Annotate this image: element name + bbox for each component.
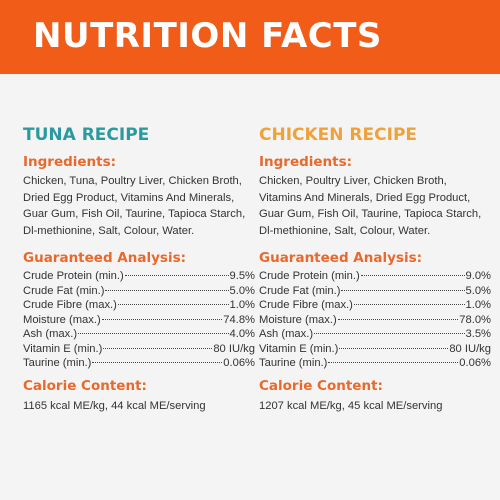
analysis-label: Crude Protein (min.) [259, 270, 360, 282]
chicken-calorie-heading: Calorie Content: [259, 377, 383, 394]
dot-leader [341, 289, 465, 291]
tuna-calorie-heading: Calorie Content: [23, 377, 147, 394]
dot-leader [92, 362, 223, 363]
analysis-label: Moisture (max.) [259, 313, 337, 326]
analysis-value: 3.5% [465, 328, 492, 340]
analysis-value: 9.5% [229, 270, 256, 282]
analysis-label: Taurine (min.) [259, 357, 328, 369]
tuna-ingredients-text: Chicken, Tuna, Poultry Liver, Chicken Br… [23, 175, 246, 237]
analysis-value: 80 IU/kg [213, 342, 255, 355]
dot-leader [124, 275, 229, 276]
analysis-row: Crude Protein (min.) 9.0% [259, 269, 491, 284]
dot-leader [339, 347, 449, 349]
analysis-value: 1.0% [465, 299, 492, 311]
analysis-label: Ash (max.) [23, 328, 78, 340]
dot-leader [360, 275, 465, 276]
analysis-row: Taurine (min.) 0.06% [259, 356, 491, 371]
analysis-value: 1.0% [229, 299, 256, 311]
chicken-analysis-table: Crude Protein (min.) 9.0% Crude Fat (min.… [259, 269, 491, 371]
analysis-label: Crude Fibre (max.) [23, 299, 117, 311]
analysis-row: Crude Protein (min.) 9.5% [23, 269, 255, 284]
analysis-value: 5.0% [229, 284, 256, 297]
analysis-label: Crude Fibre (max.) [259, 299, 353, 311]
analysis-value: 74.8% [223, 313, 255, 326]
chicken-analysis-heading: Guaranteed Analysis: [259, 250, 423, 266]
dot-leader [328, 362, 459, 363]
analysis-value: 9.0% [465, 270, 492, 282]
analysis-row: Vitamin E (min.) 80 IU/kg [23, 342, 255, 357]
header-banner: NUTRITION FACTS [0, 0, 500, 74]
analysis-label: Taurine (min.) [23, 357, 92, 369]
chicken-recipe-title: CHICKEN RECIPE [259, 125, 418, 145]
chicken-ingredients-text: Chicken, Poultry Liver, Chicken Broth, V… [259, 175, 482, 237]
tuna-analysis-heading: Guaranteed Analysis: [23, 250, 187, 266]
analysis-label: Vitamin E (min.) [23, 342, 103, 355]
analysis-label: Crude Fat (min.) [23, 284, 105, 297]
analysis-value: 0.06% [459, 357, 491, 369]
analysis-row: Moisture (max.) 74.8% [23, 313, 255, 328]
dot-leader [314, 333, 465, 334]
dot-leader [101, 318, 223, 320]
chicken-calorie-text: 1207 kcal ME/kg, 45 kcal ME/serving [259, 399, 443, 412]
tuna-analysis-table: Crude Protein (min.) 9.5% Crude Fat (min.… [23, 269, 255, 371]
dot-leader [105, 289, 229, 291]
analysis-label: Vitamin E (min.) [259, 342, 339, 355]
chicken-ingredients-heading: Ingredients: [259, 154, 353, 170]
tuna-recipe-column: TUNA RECIPE Ingredients: Chicken, Tuna, … [23, 124, 255, 414]
dot-leader [78, 333, 229, 334]
analysis-value: 80 IU/kg [449, 342, 491, 355]
analysis-value: 4.0% [229, 328, 256, 340]
analysis-value: 0.06% [223, 357, 255, 369]
page-title: NUTRITION FACTS [33, 16, 382, 56]
analysis-label: Crude Fat (min.) [259, 284, 341, 297]
analysis-row: Crude Fibre (max.) 1.0% [23, 298, 255, 313]
analysis-row: Moisture (max.) 78.0% [259, 313, 491, 328]
analysis-row: Taurine (min.) 0.06% [23, 356, 255, 371]
analysis-row: Crude Fat (min.) 5.0% [23, 284, 255, 299]
analysis-row: Ash (max.) 3.5% [259, 327, 491, 342]
analysis-row: Ash (max.) 4.0% [23, 327, 255, 342]
analysis-label: Moisture (max.) [23, 313, 101, 326]
tuna-recipe-title: TUNA RECIPE [23, 125, 150, 145]
tuna-ingredients-heading: Ingredients: [23, 154, 117, 170]
analysis-value: 78.0% [459, 313, 491, 326]
dot-leader [337, 318, 459, 320]
analysis-label: Ash (max.) [259, 328, 314, 340]
dot-leader [117, 304, 229, 305]
dot-leader [103, 347, 213, 349]
analysis-row: Vitamin E (min.) 80 IU/kg [259, 342, 491, 357]
dot-leader [353, 304, 465, 305]
analysis-value: 5.0% [465, 284, 492, 297]
analysis-label: Crude Protein (min.) [23, 270, 124, 282]
analysis-row: Crude Fibre (max.) 1.0% [259, 298, 491, 313]
chicken-recipe-column: CHICKEN RECIPE Ingredients: Chicken, Pou… [259, 124, 491, 414]
tuna-calorie-text: 1165 kcal ME/kg, 44 kcal ME/serving [23, 399, 206, 412]
analysis-row: Crude Fat (min.) 5.0% [259, 284, 491, 299]
